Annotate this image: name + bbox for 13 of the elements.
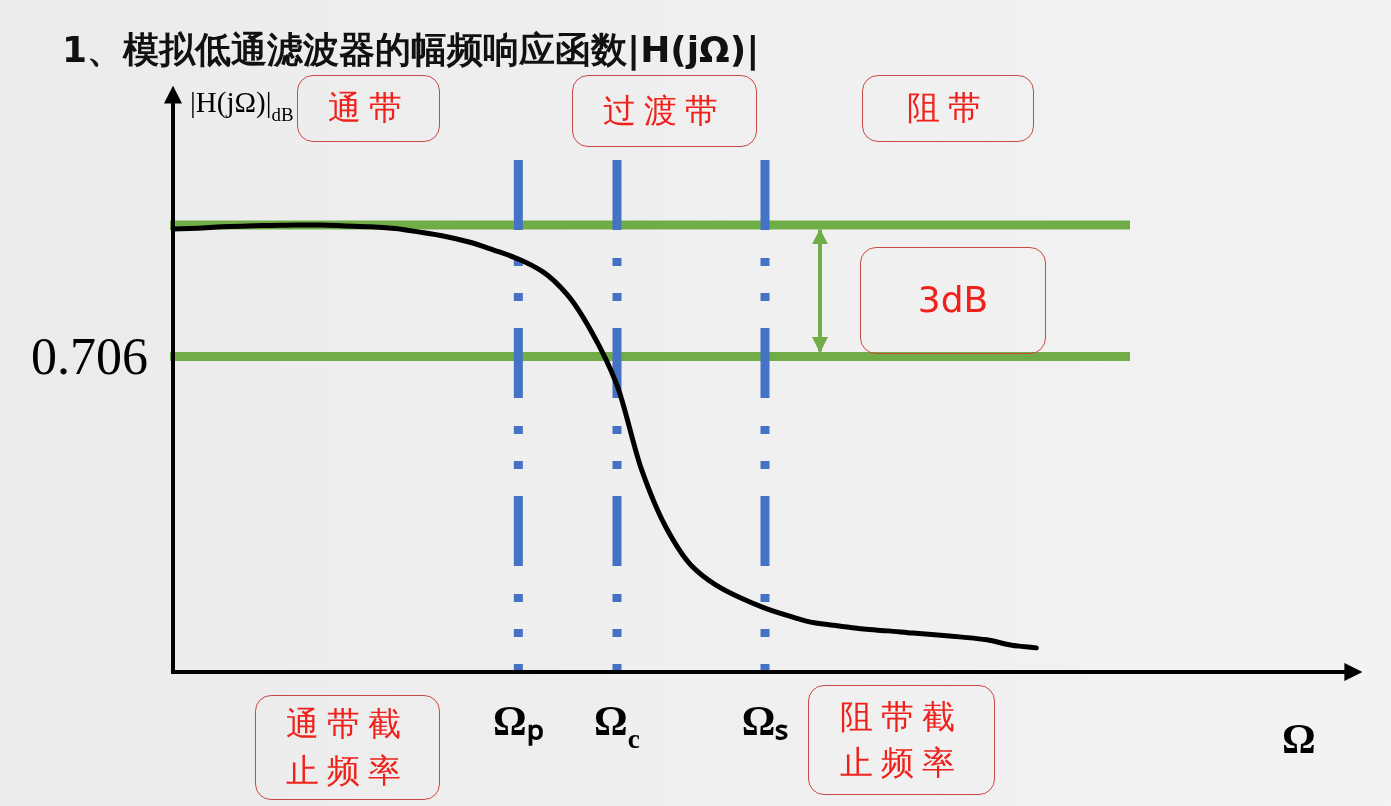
text: 阻带截止频率 — [839, 695, 964, 784]
x-tick-label: Ω$_{c}$ — [594, 698, 640, 754]
text: 阻带 — [907, 87, 989, 130]
text: 通带截止频率 — [285, 703, 410, 792]
text: Ω — [1282, 716, 1316, 762]
ref-line-label: 0.706 — [31, 328, 148, 386]
text: 过渡带 — [603, 89, 726, 132]
x-tick-label: Ωₚ — [493, 698, 544, 746]
text: 通带 — [327, 87, 410, 130]
y-axis-title: |H(jΩ)|$_{dB}$ — [190, 86, 294, 125]
x-tick-label: Ωₛ — [741, 698, 789, 744]
chart-title: 1、模拟低通滤波器的幅频响应函数|H(jΩ)| — [62, 29, 760, 71]
annotation: 3dB — [917, 278, 989, 323]
